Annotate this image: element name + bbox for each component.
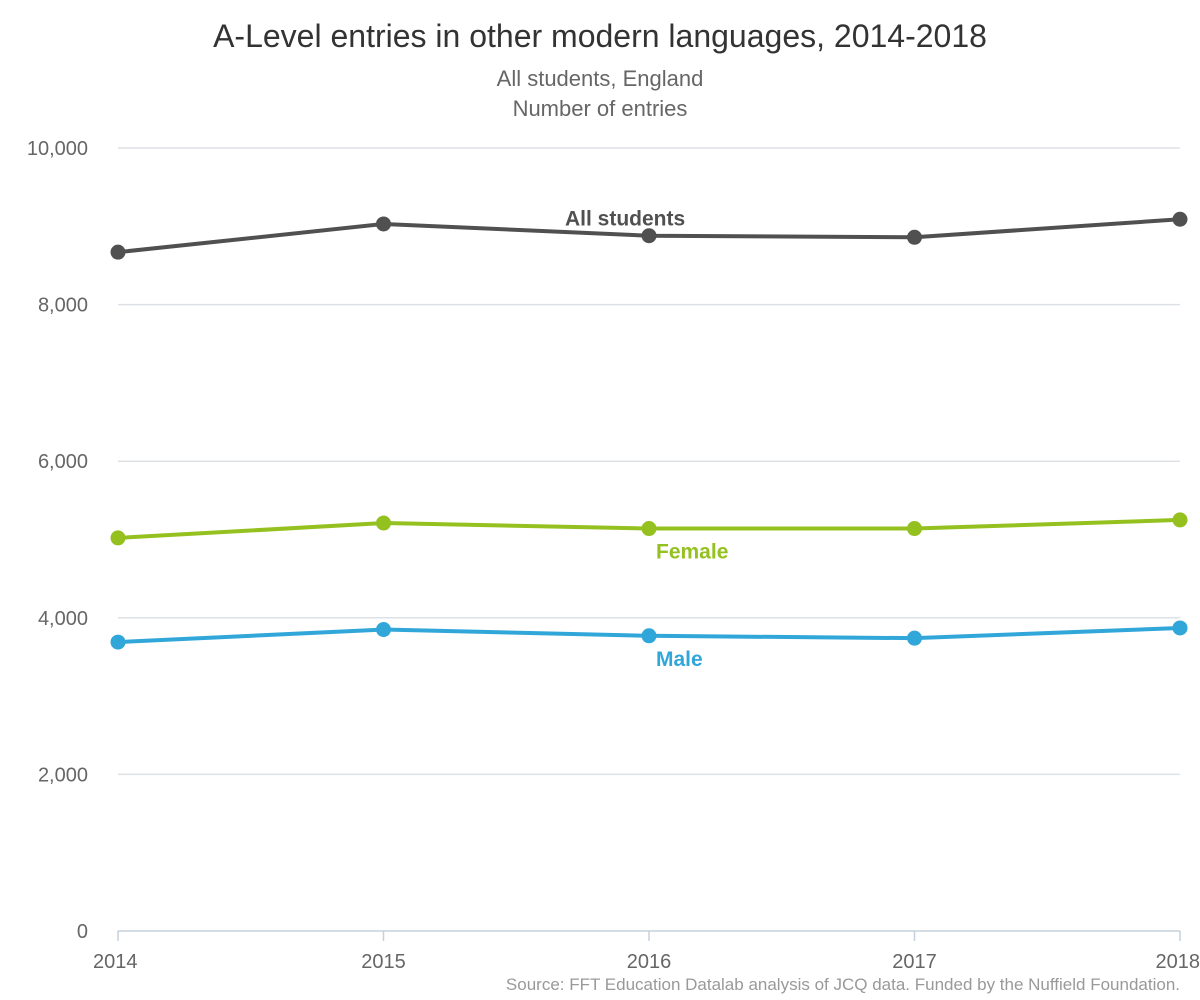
series-label: All students [565, 208, 685, 231]
data-point [907, 521, 922, 537]
x-tick-label: 2016 [627, 951, 672, 973]
chart-subtitle-line-1: All students, England [497, 66, 704, 91]
series-3 [110, 620, 1188, 650]
data-point [641, 521, 657, 537]
y-axis-ticks: 0 2,000 4,000 6,000 8,000 10,000 [27, 138, 88, 943]
y-tick-label: 8,000 [38, 295, 88, 317]
data-point [110, 530, 126, 546]
x-tick-label: 2015 [361, 951, 406, 973]
grid [118, 147, 1180, 776]
series-1 [110, 211, 1188, 260]
y-tick-label: 4,000 [38, 608, 88, 630]
data-point [641, 228, 657, 244]
chart-subtitle-line-2: Number of entries [513, 96, 688, 121]
data-point [110, 244, 126, 260]
x-tick-label: 2014 [93, 951, 138, 973]
chart-title: A-Level entries in other modern language… [213, 18, 987, 54]
y-tick-label: 2,000 [38, 764, 88, 786]
data-point [1172, 512, 1188, 528]
data-point [1172, 620, 1188, 636]
data-point [110, 634, 126, 650]
x-tick-label: 2017 [892, 951, 937, 973]
series-labels: All students Female Male [565, 208, 728, 671]
series [110, 211, 1188, 650]
data-point [376, 216, 391, 232]
y-tick-label: 0 [77, 921, 88, 943]
series-label: Female [656, 541, 728, 564]
x-tick-label: 2018 [1156, 951, 1200, 973]
y-tick-label: 10,000 [27, 138, 88, 160]
x-axis-ticks: 2014 2015 2016 2017 2018 [93, 931, 1200, 973]
y-tick-label: 6,000 [38, 451, 88, 473]
data-point [907, 630, 922, 646]
data-point [641, 628, 657, 644]
source-note: Source: FFT Education Datalab analysis o… [506, 975, 1180, 994]
series-2 [110, 512, 1188, 546]
data-point [376, 622, 391, 638]
data-point [907, 229, 922, 245]
data-point [376, 515, 391, 531]
data-point [1172, 211, 1188, 227]
series-label: Male [656, 648, 703, 671]
